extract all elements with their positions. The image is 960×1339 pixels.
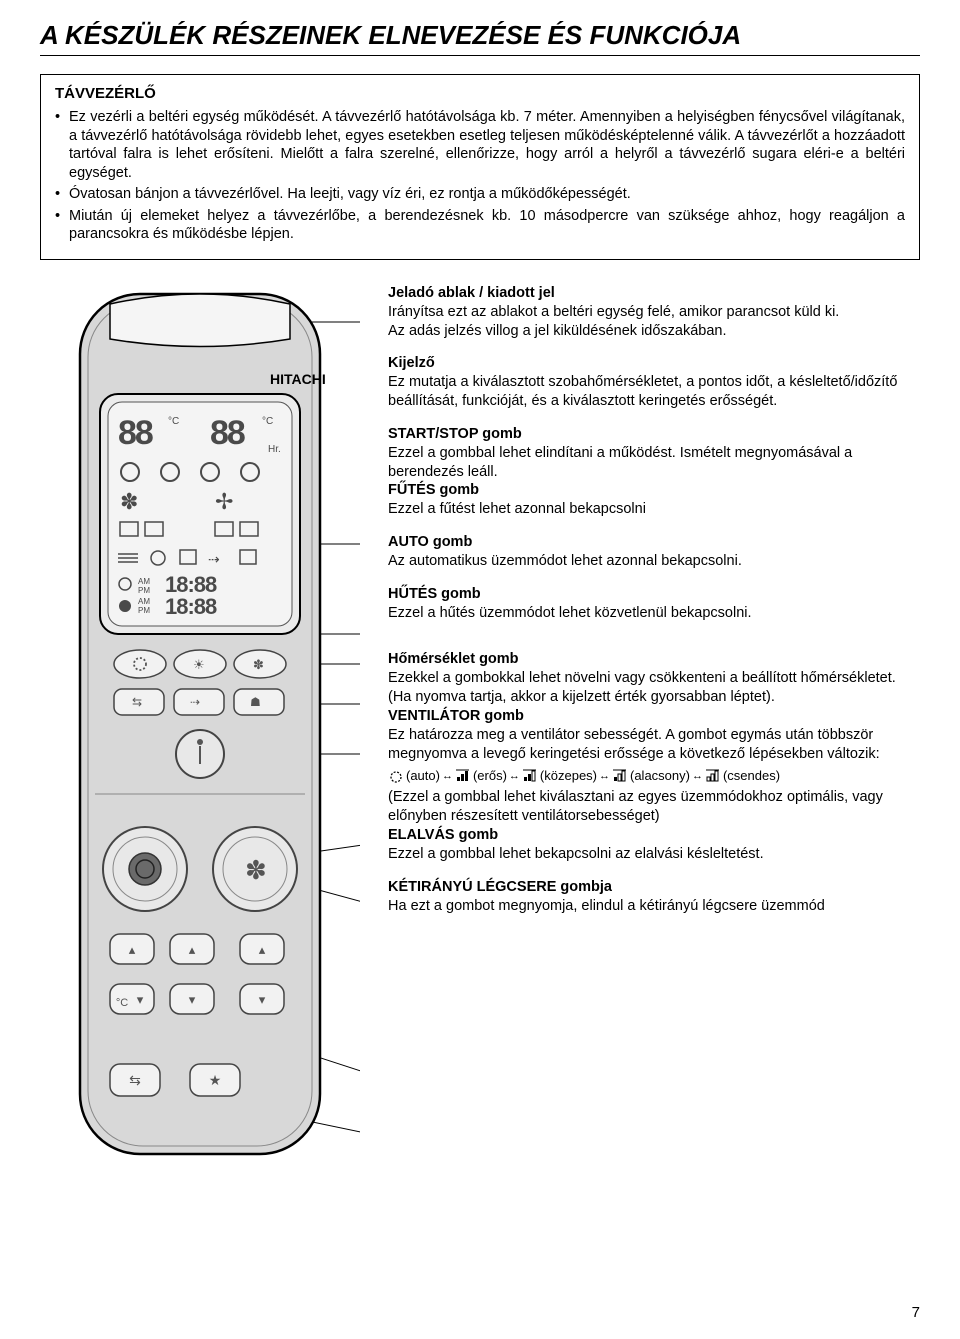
svg-text:88: 88 <box>118 414 153 452</box>
svg-text:PM: PM <box>138 606 150 615</box>
fan-speed-line: (auto) ↔ (erős) ↔ (közepes) ↔ (alacsony)… <box>388 768 920 785</box>
info-item: Óvatosan bánjon a távvezérlővel. Ha leej… <box>55 185 905 204</box>
info-box-list: Ez vezérli a beltéri egység működését. A… <box>55 108 905 244</box>
svg-text:▴: ▴ <box>259 942 266 957</box>
desc-exchange: KÉTIRÁNYÚ LÉGCSERE gombja Ha ezt a gombo… <box>388 878 920 916</box>
fan-high-icon <box>455 769 471 783</box>
desc-display: Kijelző Ez mutatja a kiválasztott szobah… <box>388 354 920 411</box>
fan-med-icon <box>522 769 538 783</box>
desc-title: VENTILÁTOR gomb <box>388 708 524 724</box>
desc-title: START/STOP gomb <box>388 426 522 442</box>
desc-cool: HŰTÉS gomb Ezzel a hűtés üzemmódot lehet… <box>388 585 920 623</box>
desc-body: Az automatikus üzemmódot lehet azonnal b… <box>388 553 742 569</box>
svg-text:18:88: 18:88 <box>165 594 217 619</box>
desc-auto: AUTO gomb Az automatikus üzemmódot lehet… <box>388 533 920 571</box>
info-box: TÁVVEZÉRLŐ Ez vezérli a beltéri egység m… <box>40 74 920 260</box>
svg-text:°C: °C <box>116 997 128 1009</box>
svg-text:▾: ▾ <box>259 992 266 1007</box>
svg-text:°C: °C <box>168 416 179 427</box>
fan-label: (auto) <box>406 768 440 785</box>
fan-label: (alacsony) <box>630 768 690 785</box>
info-item: Ez vezérli a beltéri egység működését. A… <box>55 108 905 182</box>
svg-text:⇆: ⇆ <box>132 695 142 709</box>
fan-label: (közepes) <box>540 768 597 785</box>
desc-title: Hőmérséklet gomb <box>388 651 519 667</box>
svg-text:✽: ✽ <box>253 657 264 672</box>
svg-text:▾: ▾ <box>189 992 196 1007</box>
desc-title: Kijelző <box>388 355 435 371</box>
info-box-title: TÁVVEZÉRLŐ <box>55 85 905 102</box>
svg-text:88: 88 <box>210 414 245 452</box>
svg-text:PM: PM <box>138 586 150 595</box>
fan-silent-icon <box>705 769 721 783</box>
desc-title: KÉTIRÁNYÚ LÉGCSERE gombja <box>388 879 612 895</box>
svg-text:✽: ✽ <box>120 489 138 514</box>
svg-text:✽: ✽ <box>245 855 267 885</box>
desc-body: Ezzel a gombbal lehet elindítani a működ… <box>388 445 852 480</box>
svg-text:AM: AM <box>138 577 150 586</box>
desc-body: Ezekkel a gombokkal lehet növelni vagy c… <box>388 670 896 705</box>
desc-title: AUTO gomb <box>388 534 472 550</box>
fan-label: (csendes) <box>723 768 780 785</box>
desc-body: Ezzel a gombbal lehet bekapcsolni az ela… <box>388 846 764 862</box>
page-title: A KÉSZÜLÉK RÉSZEINEK ELNEVEZÉSE ÉS FUNKC… <box>40 20 920 56</box>
svg-text:✢: ✢ <box>215 489 233 514</box>
info-item: Miután új elemeket helyez a távvezérlőbe… <box>55 207 905 244</box>
desc-title: HŰTÉS gomb <box>388 586 481 602</box>
svg-text:⇢: ⇢ <box>208 551 220 567</box>
desc-start-stop: START/STOP gomb Ezzel a gombbal lehet el… <box>388 425 920 519</box>
desc-body: Irányítsa ezt az ablakot a beltéri egysé… <box>388 304 839 339</box>
desc-body: Ez határozza meg a ventilátor sebességét… <box>388 727 880 762</box>
desc-title: Jeladó ablak / kiadott jel <box>388 285 555 301</box>
svg-text:★: ★ <box>209 1072 222 1088</box>
svg-text:☗: ☗ <box>250 695 261 709</box>
main-area: HITACHI 88 °C 88 °C Hr. <box>40 284 920 1189</box>
svg-text:▴: ▴ <box>189 942 196 957</box>
descriptions-column: Jeladó ablak / kiadott jel Irányítsa ezt… <box>388 284 920 1189</box>
desc-title: ELALVÁS gomb <box>388 827 498 843</box>
desc-signal-window: Jeladó ablak / kiadott jel Irányítsa ezt… <box>388 284 920 341</box>
remote-svg: HITACHI 88 °C 88 °C Hr. <box>40 284 360 1184</box>
svg-text:°C: °C <box>262 416 273 427</box>
page-number: 7 <box>912 1304 920 1321</box>
desc-title: FŰTÉS gomb <box>388 482 479 498</box>
fan-auto-icon <box>388 769 404 783</box>
svg-text:▴: ▴ <box>129 942 136 957</box>
fan-label: (erős) <box>473 768 507 785</box>
arrow-icon: ↔ <box>509 769 520 783</box>
svg-text:AM: AM <box>138 597 150 606</box>
brand-label: HITACHI <box>270 371 326 387</box>
desc-body: Ez mutatja a kiválasztott szobahőmérsékl… <box>388 374 897 409</box>
arrow-icon: ↔ <box>692 769 703 783</box>
svg-text:⇢: ⇢ <box>190 695 200 709</box>
desc-body: Ezzel a fűtést lehet azonnal bekapcsolni <box>388 501 646 517</box>
fan-low-icon <box>612 769 628 783</box>
desc-body: Ezzel a hűtés üzemmódot lehet közvetlenü… <box>388 605 752 621</box>
desc-body: (Ezzel a gombbal lehet kiválasztani az e… <box>388 789 883 824</box>
svg-text:☀: ☀ <box>193 657 205 672</box>
svg-text:Hr.: Hr. <box>268 444 281 455</box>
remote-illustration: HITACHI 88 °C 88 °C Hr. <box>40 284 360 1189</box>
desc-body: Ha ezt a gombot megnyomja, elindul a két… <box>388 898 825 914</box>
svg-text:▾: ▾ <box>137 992 144 1007</box>
arrow-icon: ↔ <box>442 769 453 783</box>
desc-temp: Hőmérséklet gomb Ezekkel a gombokkal leh… <box>388 650 920 863</box>
svg-text:⇆: ⇆ <box>129 1072 141 1088</box>
arrow-icon: ↔ <box>599 769 610 783</box>
